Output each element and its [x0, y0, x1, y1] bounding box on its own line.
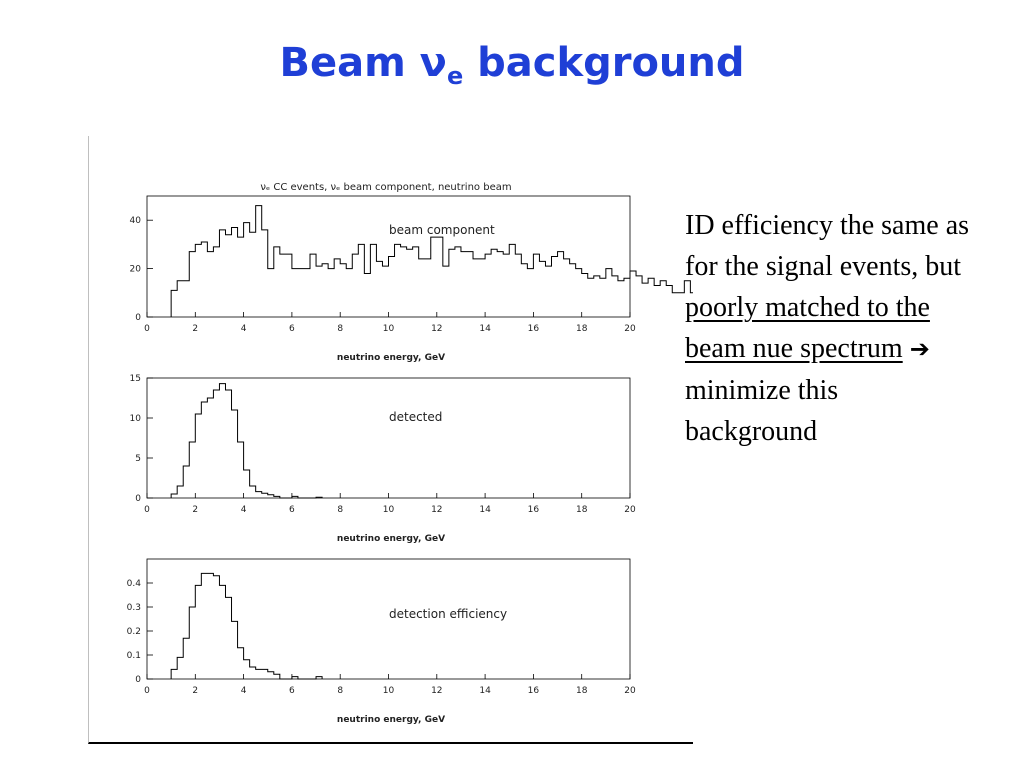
title-subscript: e	[446, 62, 464, 90]
x-tick-label: 6	[289, 686, 295, 696]
y-tick-label: 0	[135, 494, 141, 504]
x-tick-label: 0	[144, 324, 150, 334]
x-tick-label: 16	[528, 324, 540, 334]
x-tick-label: 16	[528, 686, 540, 696]
x-tick-label: 18	[576, 686, 588, 696]
side-text-underlined: poorly matched to the beam nue spectrum	[685, 292, 930, 364]
x-tick-label: 2	[192, 686, 198, 696]
x-tick-label: 14	[479, 505, 491, 515]
x-tick-label: 12	[431, 324, 442, 334]
y-tick-label: 40	[130, 216, 142, 226]
side-text-line2: minimize this background	[685, 375, 839, 447]
y-tick-label: 5	[135, 454, 141, 464]
title-rest: background	[463, 40, 745, 86]
x-tick-label: 4	[241, 324, 247, 334]
x-tick-label: 2	[192, 324, 198, 334]
x-tick-label: 14	[479, 686, 491, 696]
x-tick-label: 8	[337, 324, 343, 334]
plot-title-3: detection efficiency	[389, 607, 507, 621]
x-tick-label: 20	[624, 686, 636, 696]
x-axis-label-3: neutrino energy, GeV	[337, 715, 445, 725]
x-tick-label: 20	[624, 324, 636, 334]
x-tick-label: 8	[337, 686, 343, 696]
slide-title: Beam νe background	[0, 38, 1024, 101]
plot-title-1: beam component	[389, 223, 495, 237]
x-tick-label: 18	[576, 505, 588, 515]
x-tick-label: 6	[289, 505, 295, 515]
y-tick-label: 0	[135, 313, 141, 323]
plot-title-2: detected	[389, 410, 442, 424]
x-tick-label: 10	[383, 686, 395, 696]
x-tick-label: 0	[144, 505, 150, 515]
side-text-line1: ID efficiency the same as for the signal…	[685, 210, 970, 282]
plot-frame-2	[146, 377, 631, 499]
y-tick-label: 0.1	[127, 651, 141, 661]
x-tick-label: 0	[144, 686, 150, 696]
x-tick-label: 8	[337, 505, 343, 515]
x-tick-label: 12	[431, 686, 442, 696]
x-tick-label: 6	[289, 324, 295, 334]
y-tick-label: 10	[130, 414, 142, 424]
histogram-line-1	[170, 205, 693, 317]
y-tick-label: 15	[130, 374, 141, 384]
x-tick-label: 20	[624, 505, 636, 515]
x-axis-label-1: neutrino energy, GeV	[337, 353, 445, 363]
x-tick-label: 16	[528, 505, 540, 515]
arrow-right-icon: ➔	[909, 335, 930, 363]
figure-frame: νₑ CC events, νₑ beam component, neutrin…	[88, 136, 693, 744]
figure-header: νₑ CC events, νₑ beam component, neutrin…	[260, 182, 511, 193]
x-tick-label: 4	[241, 505, 247, 515]
histogram-line-2	[170, 383, 323, 499]
y-tick-label: 0.2	[127, 627, 141, 637]
histogram-figure: νₑ CC events, νₑ beam component, neutrin…	[127, 182, 693, 725]
x-axis-label-2: neutrino energy, GeV	[337, 534, 445, 544]
y-tick-label: 0.3	[127, 603, 141, 613]
x-tick-label: 14	[479, 324, 491, 334]
side-text: ID efficiency the same as for the signal…	[685, 205, 975, 452]
y-tick-label: 20	[130, 265, 142, 275]
y-tick-label: 0	[135, 675, 141, 685]
x-tick-label: 10	[383, 324, 395, 334]
x-tick-label: 4	[241, 686, 247, 696]
x-tick-label: 10	[383, 505, 395, 515]
histogram-line-3	[170, 572, 323, 680]
x-tick-label: 18	[576, 324, 588, 334]
title-main: Beam ν	[279, 40, 447, 86]
x-tick-label: 2	[192, 505, 198, 515]
y-tick-label: 0.4	[127, 579, 142, 589]
x-tick-label: 12	[431, 505, 442, 515]
